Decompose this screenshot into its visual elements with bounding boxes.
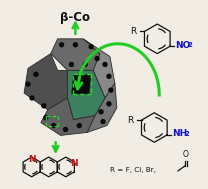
- Text: R = F, Cl, Br,: R = F, Cl, Br,: [110, 167, 156, 173]
- Polygon shape: [67, 70, 105, 120]
- Circle shape: [64, 128, 67, 131]
- Polygon shape: [83, 39, 115, 98]
- Circle shape: [103, 63, 107, 66]
- Circle shape: [44, 116, 48, 120]
- Text: N: N: [28, 155, 36, 163]
- Circle shape: [60, 43, 64, 47]
- Polygon shape: [71, 74, 91, 94]
- Circle shape: [83, 63, 87, 66]
- Circle shape: [73, 43, 77, 47]
- Circle shape: [95, 57, 99, 60]
- Text: β-Co: β-Co: [60, 11, 90, 24]
- Text: N: N: [71, 160, 78, 168]
- Text: NH: NH: [172, 129, 187, 138]
- Circle shape: [26, 82, 30, 86]
- Polygon shape: [24, 54, 67, 110]
- Circle shape: [52, 124, 56, 128]
- Circle shape: [109, 88, 113, 92]
- Polygon shape: [41, 98, 95, 135]
- Circle shape: [89, 45, 93, 49]
- Circle shape: [107, 102, 111, 106]
- Text: NO: NO: [175, 41, 190, 50]
- Text: 2: 2: [185, 131, 190, 137]
- Circle shape: [99, 110, 103, 114]
- Polygon shape: [87, 83, 117, 132]
- Text: R: R: [130, 27, 137, 36]
- Circle shape: [34, 72, 38, 76]
- Circle shape: [30, 96, 34, 100]
- Polygon shape: [51, 39, 100, 70]
- Text: O: O: [183, 150, 189, 159]
- Circle shape: [42, 104, 46, 108]
- Circle shape: [107, 74, 111, 78]
- Text: R: R: [128, 116, 134, 125]
- Circle shape: [77, 124, 81, 128]
- Text: 2: 2: [188, 42, 193, 48]
- Circle shape: [69, 63, 73, 66]
- Circle shape: [101, 120, 105, 124]
